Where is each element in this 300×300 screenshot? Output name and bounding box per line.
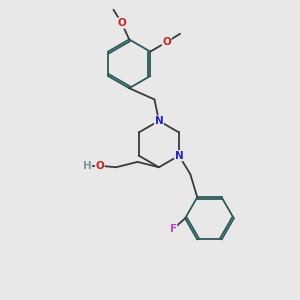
Text: F: F [169,224,177,234]
Text: N: N [175,151,183,160]
Text: H: H [83,161,92,171]
Text: N: N [154,116,163,126]
Text: O: O [95,161,104,171]
Text: O: O [162,37,171,47]
Text: O: O [117,18,126,28]
